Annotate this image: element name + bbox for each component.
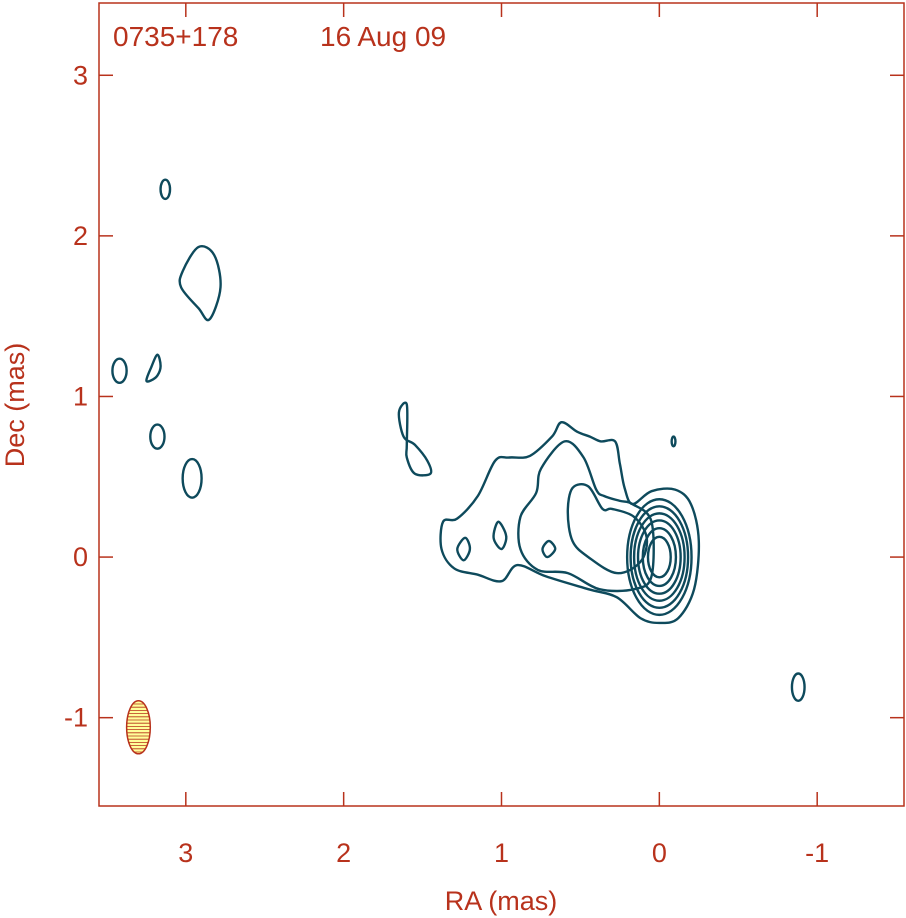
component-contour: [670, 435, 677, 448]
component-contour: [111, 357, 128, 385]
component-contour: [149, 423, 166, 450]
contour-layer: [111, 178, 806, 703]
jet-contour: [566, 483, 649, 575]
beam-ellipse: [125, 700, 152, 755]
y-tick-label: 0: [73, 542, 88, 572]
jet-contour: [439, 420, 701, 625]
y-tick-label: 1: [73, 381, 88, 411]
jet-contour: [178, 245, 222, 322]
component-contour: [181, 457, 203, 499]
jet-contour: [397, 401, 433, 477]
jet-contour: [541, 539, 557, 559]
x-tick-label: 3: [178, 838, 193, 868]
y-tick-label: 2: [73, 221, 88, 251]
jet-contour: [456, 536, 472, 562]
beam-fill: [126, 700, 151, 754]
source-name: 0735+178: [113, 21, 238, 52]
x-tick-label: 2: [336, 838, 351, 868]
component-contour: [159, 178, 172, 201]
core-contour: [646, 535, 672, 579]
core-contour: [636, 519, 682, 595]
beam-outline: [125, 700, 152, 755]
core-contour: [625, 498, 693, 617]
x-tick-label: 0: [652, 838, 667, 868]
epoch-label: 16 Aug 09: [320, 21, 446, 52]
axis-ticks: 3 2 1 0 -1 3 2 1 0 -1: [64, 3, 904, 868]
core-contour: [632, 512, 686, 602]
jet-contour: [517, 440, 655, 593]
component-contour: [790, 672, 806, 703]
jet-contour: [492, 520, 508, 551]
y-tick-label: -1: [64, 703, 88, 733]
x-tick-label: -1: [805, 838, 829, 868]
plot-frame: [98, 2, 905, 807]
y-tick-label: 3: [73, 60, 88, 90]
beam-hatch: [126, 700, 151, 753]
x-tick-label: 1: [494, 838, 509, 868]
jet-contour: [145, 353, 162, 383]
core-contour: [629, 505, 690, 610]
x-axis-label: RA (mas): [445, 886, 558, 916]
y-axis-label: Dec (mas): [0, 343, 30, 468]
